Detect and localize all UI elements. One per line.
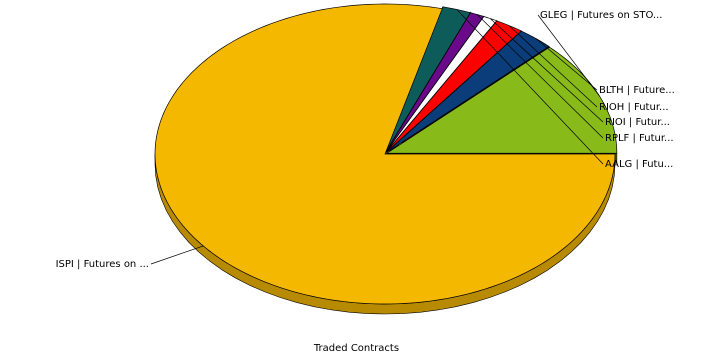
slice-label: BLTH | Future... <box>599 85 675 96</box>
slice-label: RIOH | Futur... <box>599 102 669 113</box>
pie-slice <box>385 20 522 153</box>
slice-label: RPLF | Futur... <box>605 133 674 144</box>
leader-line <box>456 9 604 165</box>
slice-label: AALG | Futu... <box>605 159 673 170</box>
leader-line <box>535 38 598 91</box>
leader-line <box>537 14 600 97</box>
leader-line <box>476 14 604 139</box>
leader-line <box>509 25 598 108</box>
slice-label: ISPI | Futures on ... <box>56 259 149 270</box>
pie-slice <box>385 46 618 154</box>
leader-line <box>150 245 204 265</box>
leader-line <box>490 18 604 123</box>
slice-label: RIOI | Futur... <box>605 117 670 128</box>
pie-slice <box>386 30 550 153</box>
slice-label: GLEG | Futures on STO... <box>540 10 662 21</box>
pie-slices <box>154 3 618 315</box>
chart-xlabel: Traded Contracts <box>313 343 400 354</box>
pie-labels: GLEG | Futures on STO... BLTH | Future...… <box>56 9 675 270</box>
